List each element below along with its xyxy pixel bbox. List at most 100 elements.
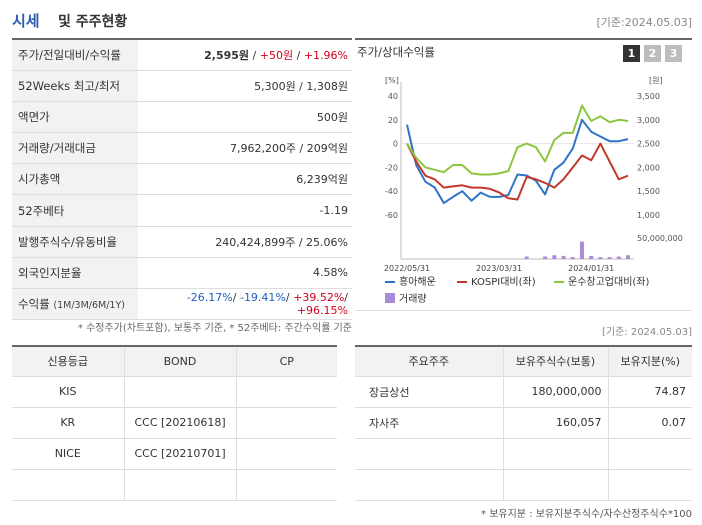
volume-bar: [543, 256, 548, 259]
stats-value-volume: 7,962,200주 / 209억원: [138, 132, 352, 165]
credit-agency: KIS: [12, 376, 124, 408]
table-row: KIS: [12, 376, 337, 408]
credit-bond: [123, 469, 236, 501]
holder-name: [355, 469, 503, 501]
credit-cp: [235, 469, 337, 501]
legend-kospi-label: KOSPI대비(좌): [471, 276, 536, 288]
stats-label-foreign: 외국인지분율: [12, 257, 138, 290]
return-6m: +39.52%: [293, 291, 345, 305]
x-tick-label: 2022/05/31: [384, 264, 430, 273]
credit-cp: [235, 407, 337, 439]
volume-bar: [579, 241, 584, 259]
credit-header-bond: BOND: [123, 345, 236, 377]
right-tick-label: 2,500: [637, 140, 660, 149]
left-tick-label: 40: [388, 92, 398, 101]
stats-label-return: 수익률 (1M/3M/6M/1Y): [12, 288, 138, 321]
header-title-main: 시세: [12, 12, 40, 30]
table-row: [355, 469, 692, 501]
stats-label-price: 주가/전일대비/수익률: [12, 37, 138, 71]
return-1y: +96.15%: [296, 304, 348, 318]
holder-shares: 180,000,000: [502, 376, 608, 408]
holders-header-pct: 보유지분(%): [607, 345, 692, 377]
stats-label-beta: 52주베타: [12, 194, 138, 227]
volume-bar: [570, 257, 575, 259]
change-pct-value: +1.96%: [303, 48, 348, 62]
stats-value-return: -26.17%/ -19.41%/ +39.52%/ +96.15%: [138, 288, 352, 321]
volume-bar: [524, 256, 529, 259]
holder-name: [355, 438, 503, 470]
credit-bond: [123, 376, 236, 408]
return-label: 수익률: [18, 297, 50, 312]
stats-value-foreign: 4.58%: [138, 257, 352, 290]
chart-tab-3[interactable]: 3: [665, 45, 682, 62]
chart-tab-1[interactable]: 1: [623, 45, 640, 62]
chart-tab-2[interactable]: 2: [644, 45, 661, 62]
series-line-3: [406, 104, 629, 176]
stats-value-shares: 240,424,899주 / 25.06%: [138, 226, 352, 258]
return-periods: (1M/3M/6M/1Y): [53, 300, 125, 312]
credit-cp: [235, 438, 337, 470]
sep: /: [285, 291, 290, 305]
left-tick-label: -40: [385, 187, 398, 196]
volume-bar: [561, 255, 566, 259]
right-tick-label: 2,000: [637, 163, 660, 172]
left-tick-label: 20: [388, 116, 398, 125]
left-tick-label: -60: [385, 211, 398, 220]
right-tick-label: 1,000: [637, 211, 660, 220]
series-line-2: [406, 142, 629, 201]
holders-header-name: 주요주주: [355, 345, 503, 377]
right-tick-label: 3,500: [637, 92, 660, 101]
holder-shares: [502, 469, 608, 501]
legend-stock-label: 흥아해운: [399, 275, 436, 288]
header-date: [기준:2024.05.03]: [596, 16, 692, 29]
table-row: 자사주 160,057 0.07: [355, 407, 692, 439]
volume-bar: [589, 255, 594, 259]
left-tick-label: 0: [393, 140, 398, 149]
stats-notes: * 수정주가(차트포함), 보통주 기준, * 52주베타: 주간수익률 기준: [77, 323, 352, 334]
credit-bond: CCC [20210701]: [123, 438, 236, 470]
major-holders-table: 주요주주 보유주식수(보통) 보유지분(%) 장금상선 180,000,000 74…: [355, 345, 692, 501]
holder-pct: 74.87: [607, 376, 692, 408]
sep: /: [232, 291, 237, 305]
header-title-rest: 및 주주현황: [58, 14, 128, 30]
x-tick-label: 2024/01/31: [568, 264, 614, 273]
volume-bar: [552, 255, 557, 259]
left-tick-label: -20: [385, 163, 398, 172]
holders-header-shares: 보유주식수(보통): [502, 345, 608, 377]
page-header: 시세 및 주주현황 [기준:2024.05.03]: [12, 10, 692, 34]
table-row: NICE CCC [20210701]: [12, 438, 337, 470]
stats-value-price: 2,595원 / +50원 / +1.96%: [138, 37, 352, 71]
legend-volume-label: 거래량: [399, 293, 427, 305]
holder-shares: [502, 438, 608, 470]
stats-value-52w: 5,300원 / 1,308원: [138, 70, 352, 102]
holder-pct: [607, 469, 692, 501]
holder-name: 장금상선: [355, 376, 503, 408]
change-value: +50원: [259, 48, 294, 62]
credit-agency: NICE: [12, 438, 124, 470]
table-row: KR CCC [20210618]: [12, 407, 337, 439]
stats-table: 주가/전일대비/수익률 2,595원 / +50원 / +1.96% 52Wee…: [12, 37, 352, 321]
stats-label-52w: 52Weeks 최고/최저: [12, 70, 138, 102]
left-unit-label: [%]: [385, 76, 399, 85]
sep: /: [344, 291, 348, 305]
credit-agency: [12, 469, 124, 501]
stats-label-volume: 거래량/거래대금: [12, 132, 138, 165]
right-tick-label: 3,000: [637, 116, 660, 125]
series-line-1: [406, 118, 629, 205]
credit-rating-table: 신용등급 BOND CP KIS KR CCC [20210618] NICE CC…: [12, 345, 337, 501]
table-row: [12, 469, 337, 501]
right-tick-label: 1,500: [637, 187, 660, 196]
stats-value-mcap: 6,239억원: [138, 163, 352, 196]
return-3m: -19.41%: [239, 291, 286, 305]
table-row: [355, 438, 692, 470]
volume-tick-label: 50,000,000: [637, 234, 683, 243]
stats-label-face: 액면가: [12, 101, 138, 134]
x-tick-label: 2023/03/31: [476, 264, 522, 273]
holder-pct: [607, 438, 692, 470]
return-1m: -26.17%: [186, 291, 233, 305]
stats-label-mcap: 시가총액: [12, 163, 138, 196]
volume-bar: [607, 257, 612, 259]
legend-volume-swatch: [385, 293, 395, 303]
